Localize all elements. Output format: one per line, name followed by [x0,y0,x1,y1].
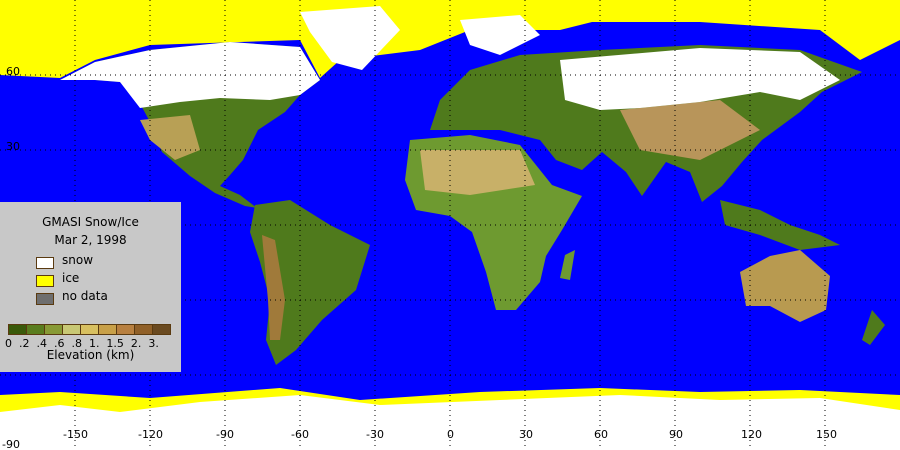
snow-label: snow [62,253,94,267]
elevation-color-cell [45,325,63,334]
lon-label: -60 [291,428,309,441]
sahara [420,150,535,195]
elevation-color-cell [99,325,117,334]
lon-label: 0 [447,428,454,441]
madagascar [560,250,575,280]
new-zealand [862,310,885,345]
elevation-color-cell [27,325,45,334]
lon-label: -30 [366,428,384,441]
elevation-color-cell [81,325,99,334]
elevation-title: Elevation (km) [46,348,135,362]
lon-label: 120 [741,428,762,441]
lat-label: -90 [2,438,20,450]
lat-label: 30 [6,140,20,153]
elevation-color-cell [135,325,153,334]
greenland [300,6,400,70]
rocky-mountains [140,115,200,160]
lon-label: 150 [816,428,837,441]
lon-label: 90 [669,428,683,441]
elevation-colorbar [8,324,171,335]
sea-ice [0,20,900,78]
elevation-color-cell [9,325,27,334]
antarctica-snow [0,395,900,450]
ice-label: ice [62,271,80,285]
ice-swatch [36,275,54,287]
eurasia-snow [560,48,840,110]
elevation-color-cell [63,325,81,334]
australia [740,250,830,322]
snow-swatch [36,257,54,269]
scandinavia-snow [460,15,540,55]
lat-label: 60 [6,65,20,78]
no-data-label: no data [62,289,108,303]
lon-label: -90 [216,428,234,441]
andes [262,235,285,340]
lon-label: -150 [63,428,88,441]
legend-date: Mar 2, 1998 [54,233,127,247]
lon-label: 30 [519,428,533,441]
elevation-color-cell [117,325,135,334]
tibet-plateau [620,100,760,160]
no-data-swatch [36,293,54,305]
lon-label: -120 [138,428,163,441]
legend-title: GMASI Snow/Ice [42,215,139,229]
elevation-color-cell [153,325,170,334]
lon-label: 60 [594,428,608,441]
legend: GMASI Snow/Ice Mar 2, 1998 snow ice no d… [0,202,181,372]
elevation-ticks: 0 .2 .4 .6 .8 1. 1.5 2. 3. [5,337,159,350]
